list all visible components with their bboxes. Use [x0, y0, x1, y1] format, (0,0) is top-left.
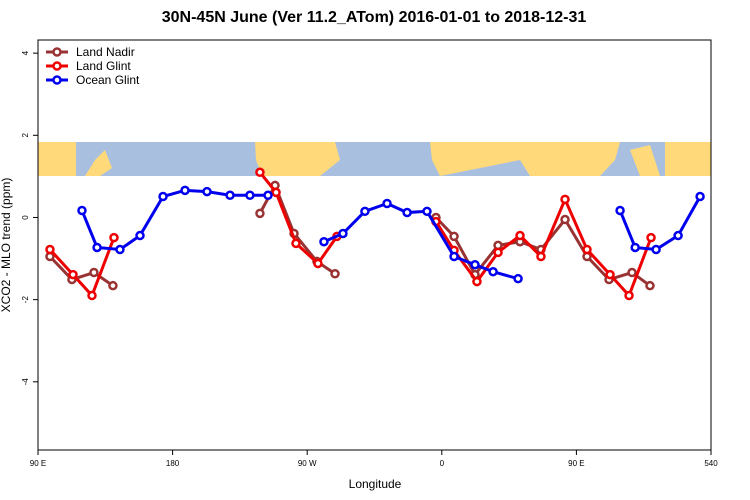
- data-point: [695, 191, 705, 202]
- data-point: [89, 267, 99, 278]
- data-point: [135, 230, 145, 241]
- legend-marker: [52, 75, 62, 85]
- x-tick-label: 0: [440, 459, 445, 468]
- data-point: [87, 290, 97, 301]
- x-axis-label: Longitude: [349, 477, 402, 491]
- legend-marker: [52, 47, 62, 57]
- x-tick-label: 90 E: [30, 459, 46, 468]
- data-point: [319, 236, 329, 247]
- data-point: [493, 247, 503, 258]
- data-point: [673, 230, 683, 241]
- data-point: [313, 258, 323, 269]
- data-point: [627, 267, 637, 278]
- data-point: [624, 290, 634, 301]
- data-point: [651, 244, 661, 255]
- data-point: [255, 167, 265, 178]
- data-point: [560, 194, 570, 205]
- legend-label: Ocean Glint: [76, 73, 140, 87]
- legend-marker: [52, 61, 62, 71]
- x-tick-label: 90 E: [568, 459, 584, 468]
- data-point: [202, 186, 212, 197]
- y-axis-label: XCO2 - MLO trend (ppm): [0, 178, 13, 313]
- x-tick-label: 540: [704, 459, 718, 468]
- data-point: [646, 232, 656, 243]
- plot-frame: [37, 39, 712, 451]
- data-point: [449, 251, 459, 262]
- y-tick-label: -2: [21, 296, 30, 304]
- data-point: [402, 207, 412, 218]
- data-point: [225, 190, 235, 201]
- data-point: [45, 244, 55, 255]
- data-point: [560, 214, 570, 225]
- legend-label: Land Nadir: [76, 45, 135, 59]
- data-point: [630, 242, 640, 253]
- data-point: [77, 205, 87, 216]
- y-tick-label: 2: [21, 133, 30, 138]
- data-point: [488, 266, 498, 277]
- y-tick-label: 4: [21, 50, 30, 55]
- chart-title: 30N-45N June (Ver 11.2_ATom) 2016-01-01 …: [162, 9, 587, 26]
- data-point: [536, 251, 546, 262]
- x-tick-label: 90 W: [298, 459, 317, 468]
- data-point: [472, 276, 482, 287]
- data-point: [382, 198, 392, 209]
- data-point: [158, 191, 168, 202]
- data-point: [108, 280, 118, 291]
- data-point: [360, 206, 370, 217]
- data-point: [615, 205, 625, 216]
- world-map-band: [38, 142, 711, 176]
- data-point: [330, 269, 340, 279]
- data-point: [645, 280, 655, 291]
- data-point: [263, 190, 273, 201]
- data-point: [68, 269, 78, 280]
- y-tick-label: -4: [21, 378, 30, 386]
- data-point: [513, 273, 523, 284]
- data-point: [255, 208, 265, 219]
- data-point: [449, 231, 459, 242]
- y-tick-label: 0: [21, 215, 30, 220]
- data-point: [291, 238, 301, 249]
- data-point: [338, 228, 348, 239]
- legend-label: Land Glint: [76, 59, 131, 73]
- data-point: [92, 242, 102, 253]
- data-point: [470, 259, 480, 270]
- data-point: [422, 206, 432, 217]
- x-tick-label: 180: [166, 459, 180, 468]
- data-point: [115, 244, 125, 255]
- data-point: [271, 187, 281, 198]
- data-point: [109, 232, 119, 243]
- data-point: [605, 269, 615, 280]
- data-point: [245, 190, 255, 201]
- data-point: [515, 230, 525, 241]
- data-point: [180, 185, 190, 196]
- data-point: [582, 244, 592, 255]
